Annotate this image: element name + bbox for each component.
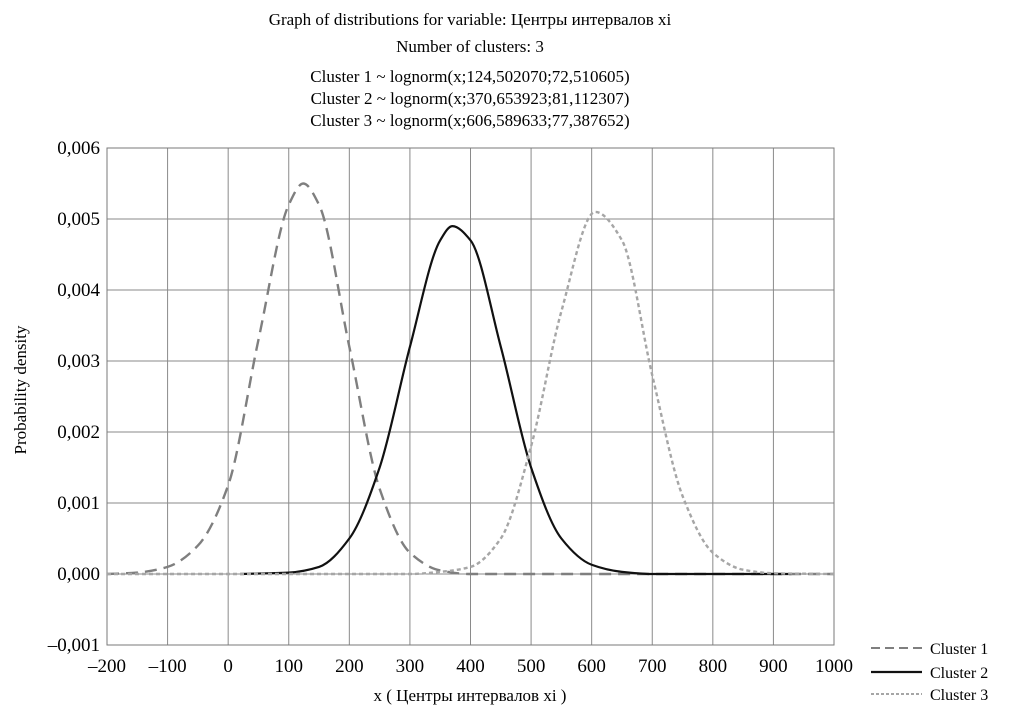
y-tick-label: 0,003 <box>57 351 100 372</box>
plot-frame <box>106 147 835 646</box>
x-tick-label: 300 <box>396 656 425 677</box>
x-tick-label: 800 <box>699 656 728 677</box>
y-tick-labels: –0,001 0,000 0,001 0,002 0,003 0,004 0,005 0,00… <box>47 138 101 656</box>
x-tick-label: 900 <box>759 656 788 677</box>
x-tick-label: 600 <box>577 656 606 677</box>
series-layer <box>106 182 835 576</box>
y-tick-label: 0,005 <box>57 209 100 230</box>
x-tick-label: 400 <box>456 656 485 677</box>
y-tick-label: –0,001 <box>47 635 100 656</box>
series-line-cluster-2 <box>240 224 792 576</box>
x-tick-label: 0 <box>223 656 233 677</box>
y-tick-label: 0,002 <box>57 422 100 443</box>
chart-subtitle: Number of clusters: 3 <box>396 37 544 56</box>
legend-label-cluster-3: Cluster 3 <box>930 687 988 704</box>
series-line-cluster-3 <box>107 210 835 576</box>
y-tick-label: 0,006 <box>57 138 100 159</box>
legend-label-cluster-2: Cluster 2 <box>930 665 988 682</box>
y-tick-label: 0,001 <box>57 493 100 514</box>
chart-title: Graph of distributions for variable: Цен… <box>269 10 672 29</box>
cluster-1-annotation: Cluster 1 ~ lognorm(x;124,502070;72,5106… <box>310 67 629 86</box>
x-tick-label: –200 <box>87 656 126 677</box>
cluster-2-annotation: Cluster 2 ~ lognorm(x;370,653923;81,1123… <box>311 89 630 108</box>
y-tick-label: 0,000 <box>57 564 100 585</box>
y-tick-label: 0,004 <box>57 280 100 301</box>
x-tick-label: 200 <box>335 656 364 677</box>
cluster-3-annotation: Cluster 3 ~ lognorm(x;606,589633;77,3876… <box>310 111 629 130</box>
legend: Cluster 1 Cluster 2 Cluster 3 <box>871 641 988 704</box>
legend-label-cluster-1: Cluster 1 <box>930 641 988 658</box>
series-line-cluster-1 <box>106 182 834 576</box>
x-tick-label: 500 <box>517 656 546 677</box>
grid-layer <box>106 147 835 646</box>
x-tick-label: 700 <box>638 656 667 677</box>
y-axis-label: Probability density <box>11 325 30 454</box>
x-tick-label: 1000 <box>815 656 853 677</box>
x-axis-label: x ( Центры интервалов xi ) <box>374 686 567 705</box>
x-tick-labels: –200 –100 0 100 200 300 400 500 600 700 800 900 1000 <box>87 656 853 677</box>
x-tick-label: –100 <box>148 656 187 677</box>
x-tick-label: 100 <box>275 656 304 677</box>
